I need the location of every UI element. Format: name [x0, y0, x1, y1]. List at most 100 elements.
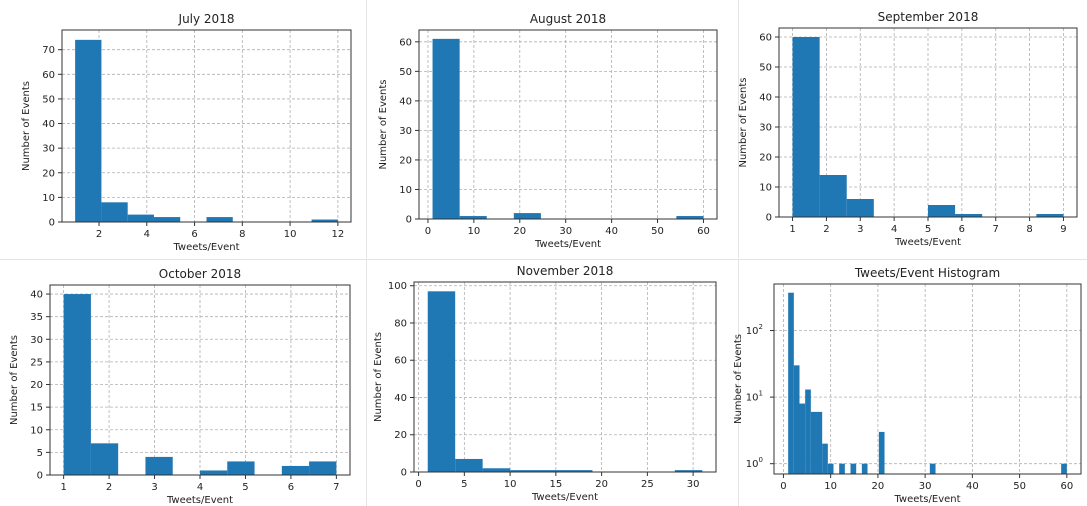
y-tick-label: 20	[30, 380, 43, 391]
histogram-bar	[206, 217, 233, 222]
x-tick-label: 7	[333, 482, 339, 493]
histogram-bar	[482, 468, 511, 472]
y-tick-label: 30	[30, 335, 43, 346]
x-tick-label: 8	[1026, 224, 1032, 235]
chart-title: November 2018	[517, 264, 614, 278]
y-axis-label: Number of Events	[733, 334, 744, 424]
y-axis-label: Number of Events	[378, 79, 389, 169]
histogram-bar	[839, 463, 845, 474]
histogram-bar	[810, 411, 817, 474]
y-tick-label: 70	[42, 45, 55, 56]
y-tick-label: 35	[30, 312, 43, 323]
y-tick-label: 10	[30, 425, 43, 436]
x-tick-label: 20	[872, 481, 885, 492]
histogram-bar	[819, 175, 847, 217]
y-tick-label: 80	[394, 318, 407, 329]
y-tick-label: 25	[30, 357, 43, 368]
x-tick-label: 2	[823, 224, 829, 235]
x-axis-label: Tweets/Event	[166, 495, 233, 506]
x-tick-label: 2	[96, 229, 102, 240]
y-tick-label: 60	[42, 70, 55, 81]
y-tick-label: 50	[399, 67, 412, 78]
histogram-bar	[432, 38, 460, 219]
histogram-bar	[788, 292, 794, 474]
x-tick-label: 10	[468, 226, 481, 237]
x-axis-label: Tweets/Event	[893, 494, 960, 505]
y-tick-label: 10	[759, 183, 772, 194]
histogram-bar	[792, 37, 820, 217]
y-tick-label: 40	[394, 393, 407, 404]
y-tick-label: 40	[759, 93, 772, 104]
histogram-bar	[861, 463, 868, 474]
x-tick-label: 4	[891, 224, 897, 235]
x-tick-label: 15	[549, 479, 562, 490]
histogram-bar	[455, 458, 483, 472]
histogram-bar	[311, 219, 338, 222]
y-tick-label: 100	[388, 281, 407, 292]
x-tick-label: 8	[239, 229, 245, 240]
y-tick-label: 30	[399, 126, 412, 137]
y-tick-label: 10	[399, 185, 412, 196]
x-axis-label: Tweets/Event	[531, 492, 598, 503]
x-tick-label: 30	[559, 226, 572, 237]
histogram-bar	[827, 463, 834, 474]
x-tick-label: 20	[513, 226, 526, 237]
histogram-bar	[799, 403, 806, 474]
y-tick-label: 20	[394, 430, 407, 441]
x-tick-label: 50	[1013, 481, 1026, 492]
panel-divider	[366, 260, 367, 506]
y-tick-label: 60	[759, 33, 772, 44]
x-tick-label: 6	[288, 482, 294, 493]
x-tick-label: 50	[651, 226, 664, 237]
histogram-bar	[565, 470, 593, 472]
histogram-bar	[101, 202, 128, 222]
x-tick-label: 60	[1060, 481, 1073, 492]
histogram-bar	[510, 470, 538, 472]
histogram-bar	[459, 216, 487, 219]
x-tick-label: 10	[824, 481, 837, 492]
x-tick-label: 0	[780, 481, 786, 492]
histogram-bar	[805, 389, 811, 474]
y-tick-label: 10	[42, 193, 55, 204]
histogram-bar	[75, 39, 102, 222]
x-axis-label: Tweets/Event	[894, 237, 961, 248]
x-tick-label: 10	[504, 479, 517, 490]
histogram-bar	[153, 217, 181, 222]
x-axis-label: Tweets/Event	[172, 242, 239, 253]
x-tick-label: 0	[415, 479, 421, 490]
y-axis-label: Number of Events	[738, 77, 749, 167]
histogram-bar	[513, 213, 541, 219]
y-tick-label: 0	[401, 468, 407, 479]
y-tick-label: 40	[42, 119, 55, 130]
x-tick-label: 4	[197, 482, 203, 493]
histogram-bar	[1036, 214, 1064, 217]
y-tick-label: 20	[399, 155, 412, 166]
histogram-bar	[822, 443, 828, 474]
x-tick-label: 40	[966, 481, 979, 492]
x-tick-label: 0	[425, 226, 431, 237]
panel-divider	[738, 260, 739, 506]
histogram-bar	[878, 431, 885, 474]
chart-title: July 2018	[178, 12, 235, 26]
histogram-bar	[127, 214, 154, 222]
x-tick-label: 3	[151, 482, 157, 493]
x-tick-label: 7	[993, 224, 999, 235]
y-tick-label: 101	[746, 390, 763, 404]
y-tick-label: 60	[399, 37, 412, 48]
histogram-bar	[1061, 463, 1067, 474]
y-tick-label: 5	[37, 448, 43, 459]
y-tick-label: 15	[30, 403, 43, 414]
chart-title: Tweets/Event Histogram	[854, 266, 1000, 280]
chart-title: September 2018	[878, 10, 979, 24]
x-tick-label: 4	[144, 229, 150, 240]
